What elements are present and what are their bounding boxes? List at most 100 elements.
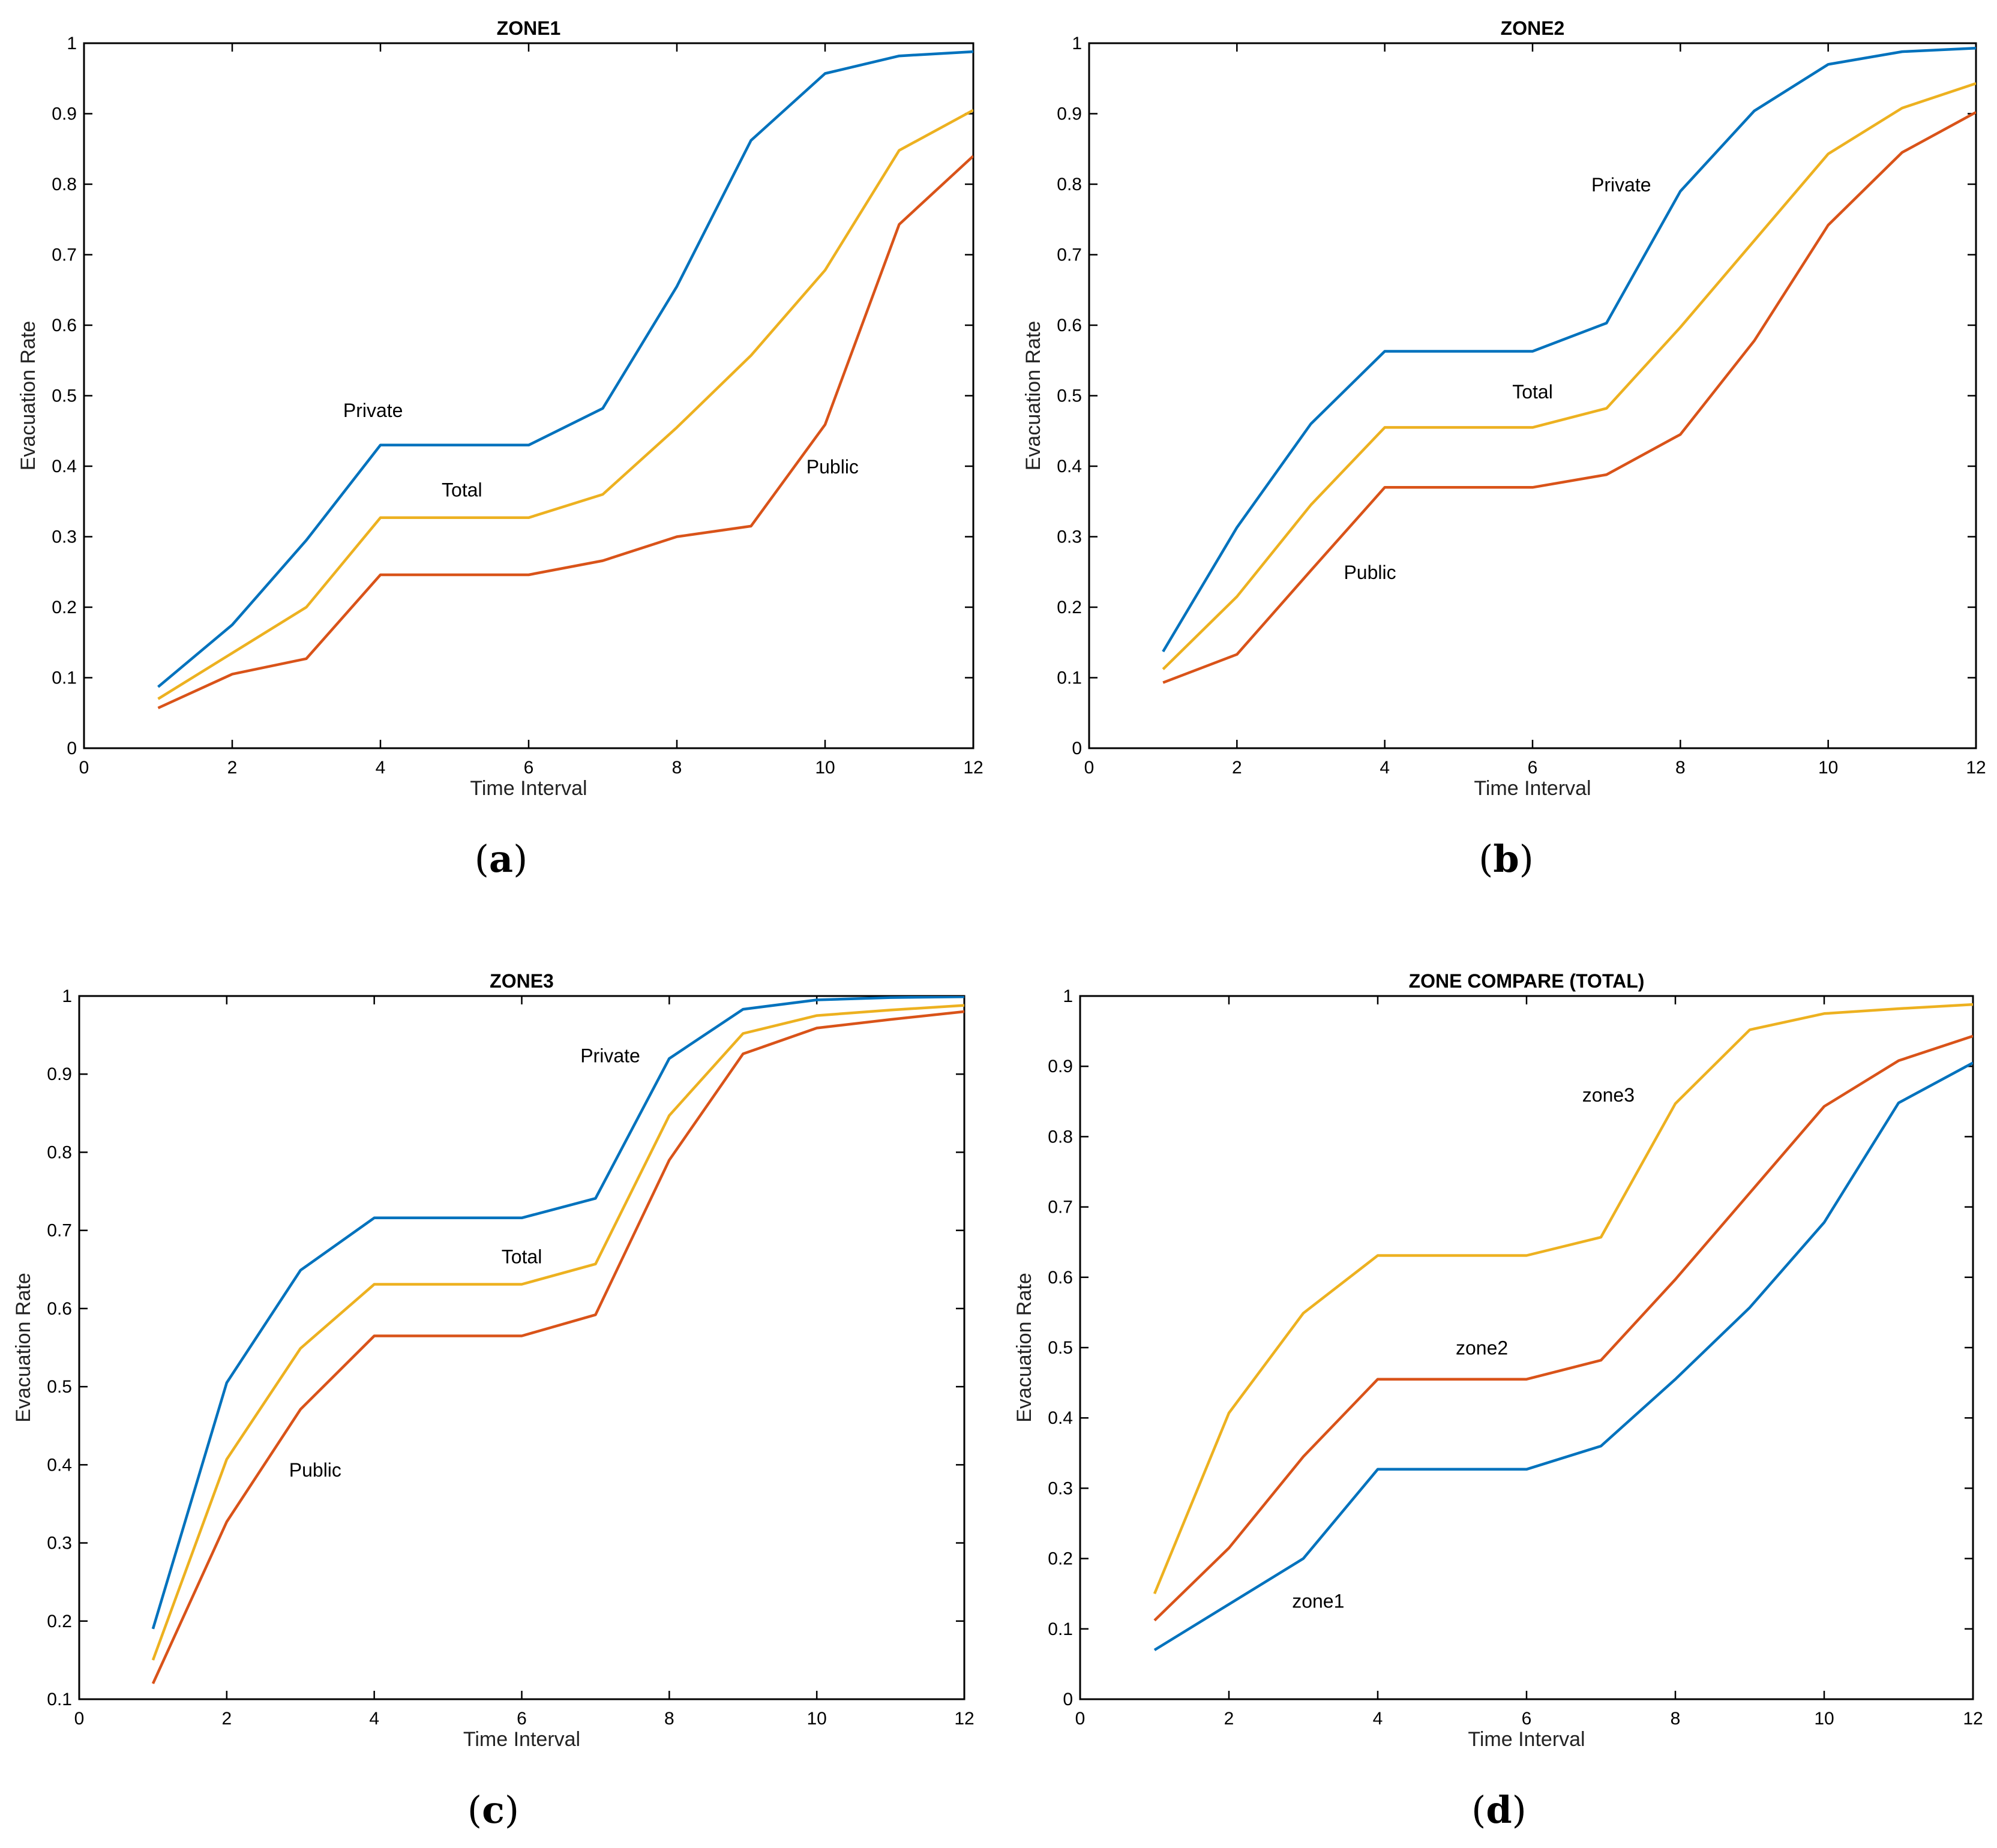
x-tick-label: 0: [1084, 758, 1095, 778]
y-tick-label: 1: [67, 34, 77, 53]
series-line-zone2: [1153, 1034, 1973, 1622]
y-tick-label: 0.3: [1048, 1478, 1073, 1498]
y-tick-label: 0.2: [47, 1612, 72, 1631]
annotation-zone3: zone3: [1582, 1084, 1635, 1106]
annotation-private: Private: [580, 1045, 640, 1067]
y-tick-label: 0.5: [52, 386, 77, 406]
plot-frame: [1079, 995, 1974, 1700]
x-axis-label: Time Interval: [463, 1728, 580, 1751]
y-tick-label: 0.4: [1048, 1408, 1073, 1428]
series-line-public: [1162, 111, 1976, 684]
annotation-zone2: zone2: [1456, 1337, 1508, 1359]
caption-b: (b): [1479, 837, 1534, 881]
caption-d: (d): [1471, 1788, 1527, 1832]
series-line-total: [1162, 82, 1976, 671]
annotation-total: Total: [1512, 381, 1553, 403]
series-line-private: [1162, 46, 1976, 653]
x-tick-label: 4: [1380, 758, 1390, 778]
y-tick-label: 0.3: [52, 527, 77, 547]
series-line-public: [151, 1010, 964, 1684]
series-line-zone3: [1153, 1003, 1973, 1595]
x-tick-label: 0: [1075, 1709, 1086, 1729]
y-tick-label: 0.6: [47, 1299, 72, 1319]
y-tick-label: 0.7: [1057, 245, 1082, 265]
y-tick-label: 0.8: [1048, 1127, 1073, 1147]
y-axis-label: Evacuation Rate: [12, 1273, 35, 1423]
caption-a-letter: a: [488, 837, 514, 881]
caption-a: (a): [474, 837, 528, 881]
y-tick-label: 0: [67, 739, 77, 758]
x-tick-label: 0: [79, 758, 89, 778]
caption-d-letter: d: [1486, 1788, 1512, 1832]
x-tick-label: 12: [1966, 758, 1986, 778]
y-tick-label: 0.8: [47, 1142, 72, 1162]
chart-2: 0 2 4 6 8 10 12 0 0.1 0.2 0.3 0.4 0.5 0.6 0.7 0.8 0.9 1 ZO…: [1022, 17, 1986, 800]
y-tick-label: 0.5: [1048, 1338, 1073, 1358]
x-tick-label: 10: [806, 1709, 826, 1729]
x-tick-label: 2: [1232, 758, 1242, 778]
y-axis-label: Evacuation Rate: [17, 321, 40, 471]
x-tick-label: 6: [1522, 1709, 1532, 1729]
y-axis-label: Evacuation Rate: [1013, 1273, 1036, 1423]
y-tick-label: 0.6: [52, 316, 77, 335]
y-tick-label: 0: [1072, 739, 1082, 758]
y-tick-label: 0.7: [1048, 1198, 1073, 1217]
annotation-total: Total: [442, 479, 482, 501]
plot-frame: [78, 995, 965, 1700]
y-tick-label: 0.1: [52, 668, 77, 688]
y-tick-label: 0.6: [1048, 1268, 1073, 1288]
x-tick-label: 4: [1373, 1709, 1383, 1729]
chart-1: 0 2 4 6 8 10 12 0 0.1 0.2 0.3 0.4 0.5 0.6 0.7 0.8 0.9 1 ZO…: [17, 17, 983, 800]
y-tick-label: 0.4: [1057, 457, 1082, 476]
series-line-total: [151, 1004, 964, 1661]
y-tick-label: 0.6: [1057, 316, 1082, 335]
series-line-public: [157, 155, 973, 710]
x-tick-label: 10: [815, 758, 835, 778]
y-tick-label: 0.9: [1048, 1057, 1073, 1076]
annotation-public: Public: [806, 456, 859, 478]
y-tick-label: 0.7: [47, 1221, 72, 1241]
y-tick-label: 0.1: [47, 1690, 72, 1709]
x-tick-label: 8: [1671, 1709, 1681, 1729]
y-tick-label: 0: [1063, 1690, 1073, 1709]
y-tick-label: 0.9: [47, 1064, 72, 1084]
chart-title: ZONE3: [490, 970, 554, 992]
x-tick-label: 6: [524, 758, 534, 778]
y-tick-label: 0.9: [1057, 104, 1082, 124]
series-line-private: [157, 50, 973, 688]
annotation-zone1: zone1: [1292, 1591, 1344, 1612]
chart-3: 0 2 4 6 8 10 12 0.1 0.2 0.3 0.4 0.5 0.6 0.7 0.8 0.9 1 ZON…: [12, 970, 974, 1751]
x-tick-label: 4: [376, 758, 386, 778]
x-axis-label: Time Interval: [1474, 777, 1591, 800]
x-tick-label: 2: [221, 1709, 232, 1729]
x-tick-label: 10: [1818, 758, 1838, 778]
y-tick-label: 0.2: [1057, 598, 1082, 617]
y-tick-label: 0.4: [47, 1455, 72, 1475]
x-tick-label: 0: [74, 1709, 85, 1729]
series-line-zone1: [1153, 1061, 1973, 1651]
y-axis-label: Evacuation Rate: [1022, 321, 1045, 471]
chart-title: ZONE2: [1501, 17, 1565, 39]
chart-4: 0 2 4 6 8 10 12 0 0.1 0.2 0.3 0.4 0.5 0.6 0.7 0.8 0.9 1 ZO…: [1013, 970, 1983, 1751]
series-line-total: [157, 109, 973, 700]
x-tick-label: 6: [1528, 758, 1538, 778]
y-tick-label: 0.3: [47, 1534, 72, 1553]
y-tick-label: 0.8: [1057, 175, 1082, 194]
caption-c-letter: c: [482, 1788, 505, 1832]
x-tick-label: 2: [1224, 1709, 1234, 1729]
caption-b-letter: b: [1493, 837, 1519, 881]
annotation-private: Private: [343, 400, 403, 421]
x-tick-label: 8: [664, 1709, 674, 1729]
y-tick-label: 0.9: [52, 104, 77, 124]
x-tick-label: 6: [517, 1709, 527, 1729]
chart-title: ZONE1: [497, 17, 561, 39]
y-tick-label: 0.2: [1048, 1549, 1073, 1569]
y-tick-label: 0.1: [1048, 1619, 1073, 1639]
y-tick-label: 0.2: [52, 598, 77, 617]
annotation-public: Public: [289, 1459, 341, 1481]
x-tick-label: 8: [1675, 758, 1686, 778]
x-tick-label: 4: [369, 1709, 379, 1729]
plot-frame: [1088, 42, 1977, 749]
y-tick-label: 0.7: [52, 245, 77, 265]
